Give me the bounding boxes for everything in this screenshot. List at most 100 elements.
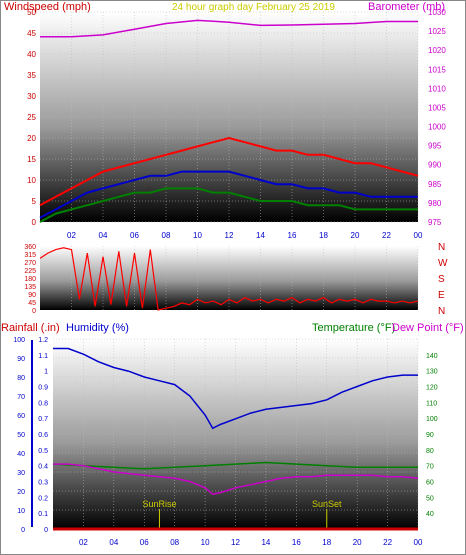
barometer-tick-label: 1015 — [428, 65, 446, 74]
top-x-tick-label: 02 — [67, 231, 76, 240]
humidity-tick-label: 50 — [17, 432, 25, 439]
top-series-line — [39, 187, 418, 223]
rain-tick-label: 1.2 — [38, 337, 48, 344]
top-panel-grid — [40, 11, 419, 223]
sun-marker-label: SunSet — [312, 499, 342, 509]
windspeed-tick-label: 40 — [27, 50, 36, 59]
direction-tick-label: 270 — [24, 260, 36, 267]
windspeed-axis-title: Windspeed (mph) — [4, 1, 91, 13]
temperature-tick-label: 70 — [426, 464, 434, 471]
bottom-x-tick-label: 18 — [322, 538, 331, 547]
windspeed-tick-label: 20 — [27, 134, 36, 143]
direction-label: N — [438, 242, 445, 253]
top-x-tick-label: 22 — [382, 231, 391, 240]
barometer-tick-label: 995 — [428, 142, 442, 151]
temperature-tick-label: 130 — [426, 369, 438, 376]
rain-tick-label: 0.8 — [38, 400, 48, 407]
top-panel-series — [39, 19, 419, 223]
rain-tick-label: 0.9 — [38, 385, 48, 392]
top-x-tick-label: 00 — [414, 231, 423, 240]
rain-tick-label: 0.1 — [38, 511, 48, 518]
bottom-x-tick-label: 10 — [201, 538, 210, 547]
bottom-x-tick-label: 04 — [109, 538, 118, 547]
humidity-tick-label: 80 — [17, 375, 25, 382]
temperature-tick-label: 60 — [426, 480, 434, 487]
humidity-tick-label: 70 — [17, 394, 25, 401]
direction-label: W — [438, 258, 448, 269]
humidity-tick-label: 40 — [17, 451, 25, 458]
direction-tick-label: 135 — [24, 284, 36, 291]
humidity-tick-label: 100 — [13, 337, 25, 344]
direction-tick-label: 225 — [24, 268, 36, 275]
top-x-tick-label: 14 — [256, 231, 265, 240]
bottom-x-tick-label: 16 — [292, 538, 301, 547]
direction-tick-label: 360 — [24, 244, 36, 251]
bottom-x-axis-ticks: 02 04 06 08 10 12 14 16 18 20 22 00 — [79, 538, 423, 547]
humidity-axis-ticks: 0 10 20 30 40 50 60 70 80 90 100 — [13, 337, 25, 534]
barometer-axis-title: Barometer (mb) — [368, 1, 445, 13]
barometer-tick-label: 980 — [428, 199, 442, 208]
bottom-x-tick-label: 06 — [140, 538, 149, 547]
windspeed-tick-label: 15 — [27, 155, 36, 164]
barometer-tick-label: 1005 — [428, 103, 446, 112]
top-x-tick-label: 04 — [99, 231, 108, 240]
direction-series-line — [39, 247, 419, 311]
direction-label: E — [438, 290, 445, 301]
direction-label: N — [438, 306, 445, 317]
humidity-tick-label: 0 — [21, 527, 25, 534]
temperature-tick-label: 140 — [426, 353, 438, 360]
barometer-tick-label: 1000 — [428, 123, 446, 132]
rain-tick-label: 0.5 — [38, 448, 48, 455]
humidity-tick-label: 90 — [17, 356, 25, 363]
bottom-x-tick-label: 20 — [353, 538, 362, 547]
humidity-tick-label: 30 — [17, 470, 25, 477]
direction-tick-label: 45 — [28, 300, 36, 307]
windspeed-tick-label: 10 — [27, 176, 36, 185]
top-x-axis-ticks: 02 04 06 08 10 12 14 16 18 20 22 00 — [67, 231, 423, 240]
windspeed-tick-label: 0 — [32, 218, 37, 227]
top-x-tick-label: 16 — [288, 231, 297, 240]
rain-tick-label: 0 — [44, 527, 48, 534]
barometer-tick-label: 1025 — [428, 27, 446, 36]
barometer-tick-label: 985 — [428, 180, 442, 189]
humidity-tick-label: 10 — [17, 508, 25, 515]
rain-tick-label: 0.4 — [38, 464, 48, 471]
windspeed-tick-label: 30 — [27, 92, 36, 101]
sun-markers: SunRise SunSet — [142, 499, 342, 529]
windspeed-tick-label: 5 — [32, 197, 37, 206]
bottom-series-line — [53, 347, 418, 430]
bottom-x-tick-label: 14 — [261, 538, 270, 547]
humidity-tick-label: 20 — [17, 489, 25, 496]
direction-label: S — [438, 274, 445, 285]
direction-tick-label: 180 — [24, 276, 36, 283]
barometer-tick-label: 990 — [428, 161, 442, 170]
humidity-axis-title: Humidity (%) — [66, 322, 129, 334]
top-right-axis-ticks: 975 980 985 990 995 1000 1005 1010 1015 1020 1025 1… — [428, 8, 446, 227]
bottom-series-line — [52, 461, 418, 470]
temperature-tick-label: 100 — [426, 416, 438, 423]
temperature-tick-label: 120 — [426, 385, 438, 392]
rain-tick-label: 0.7 — [38, 416, 48, 423]
direction-tick-label: 315 — [24, 252, 36, 259]
rain-tick-label: 1 — [44, 369, 48, 376]
middle-panel-series — [39, 247, 419, 311]
bottom-series-line — [53, 463, 419, 496]
temperature-tick-label: 40 — [426, 511, 434, 518]
rain-axis-ticks: 0 0.1 0.2 0.3 0.4 0.5 0.6 0.7 0.8 0.9 1 1.1 1.2 — [38, 337, 48, 534]
barometer-tick-label: 1030 — [428, 8, 446, 17]
chart-date-title: 24 hour graph day February 25 2019 — [172, 2, 335, 13]
rain-tick-label: 0.6 — [38, 432, 48, 439]
temperature-tick-label: 80 — [426, 448, 434, 455]
temperature-tick-label: 90 — [426, 432, 434, 439]
windspeed-tick-label: 25 — [27, 113, 36, 122]
barometer-tick-label: 975 — [428, 218, 442, 227]
temperature-tick-label: 50 — [426, 495, 434, 502]
top-left-axis-ticks: 0 5 10 15 20 25 30 35 40 45 50 — [27, 8, 36, 227]
rain-tick-label: 0.3 — [38, 480, 48, 487]
bottom-x-tick-label: 08 — [170, 538, 179, 547]
humidity-tick-label: 60 — [17, 413, 25, 420]
temperature-tick-label: 110 — [426, 400, 437, 407]
top-x-tick-label: 18 — [319, 231, 328, 240]
